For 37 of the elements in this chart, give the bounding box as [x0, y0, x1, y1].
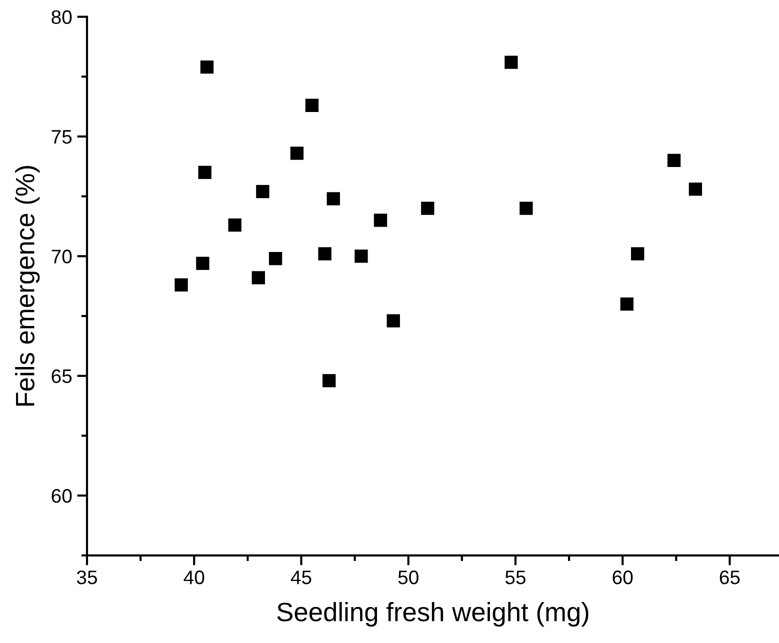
point: [386, 314, 400, 328]
point: [504, 56, 518, 69]
point: [252, 271, 265, 284]
point: [198, 166, 212, 179]
x-tick-label: 60: [612, 570, 633, 584]
point: [322, 374, 336, 388]
y-tick-label: 65: [52, 369, 72, 384]
point: [228, 218, 242, 232]
y-tick-label: 75: [52, 130, 72, 144]
point: [520, 202, 533, 215]
point: [326, 192, 340, 206]
y-tick-label: 60: [52, 489, 72, 503]
point: [620, 297, 634, 311]
point: [196, 256, 210, 270]
point: [631, 247, 644, 260]
y-tick-label: 70: [52, 250, 72, 264]
point: [256, 184, 270, 198]
point: [421, 202, 434, 215]
point: [268, 252, 282, 266]
point: [200, 60, 214, 74]
point: [354, 250, 368, 263]
point: [318, 247, 332, 260]
x-tick-label: 35: [76, 570, 97, 584]
y-axis-title: Feils emergence (%): [15, 166, 40, 406]
x-tick-label: 65: [720, 570, 740, 584]
x-axis-title: Seedling fresh weight (mg): [277, 602, 588, 627]
x-tick-label: 55: [505, 570, 526, 584]
point: [174, 278, 188, 292]
point: [688, 182, 702, 196]
point: [667, 154, 681, 168]
y-tick-label: 80: [52, 10, 72, 24]
x-tick-label: 45: [290, 570, 312, 584]
x-tick-label: 40: [184, 570, 204, 584]
point: [374, 214, 388, 227]
point: [290, 146, 304, 160]
x-tick-label: 50: [398, 570, 418, 584]
point: [305, 98, 319, 112]
